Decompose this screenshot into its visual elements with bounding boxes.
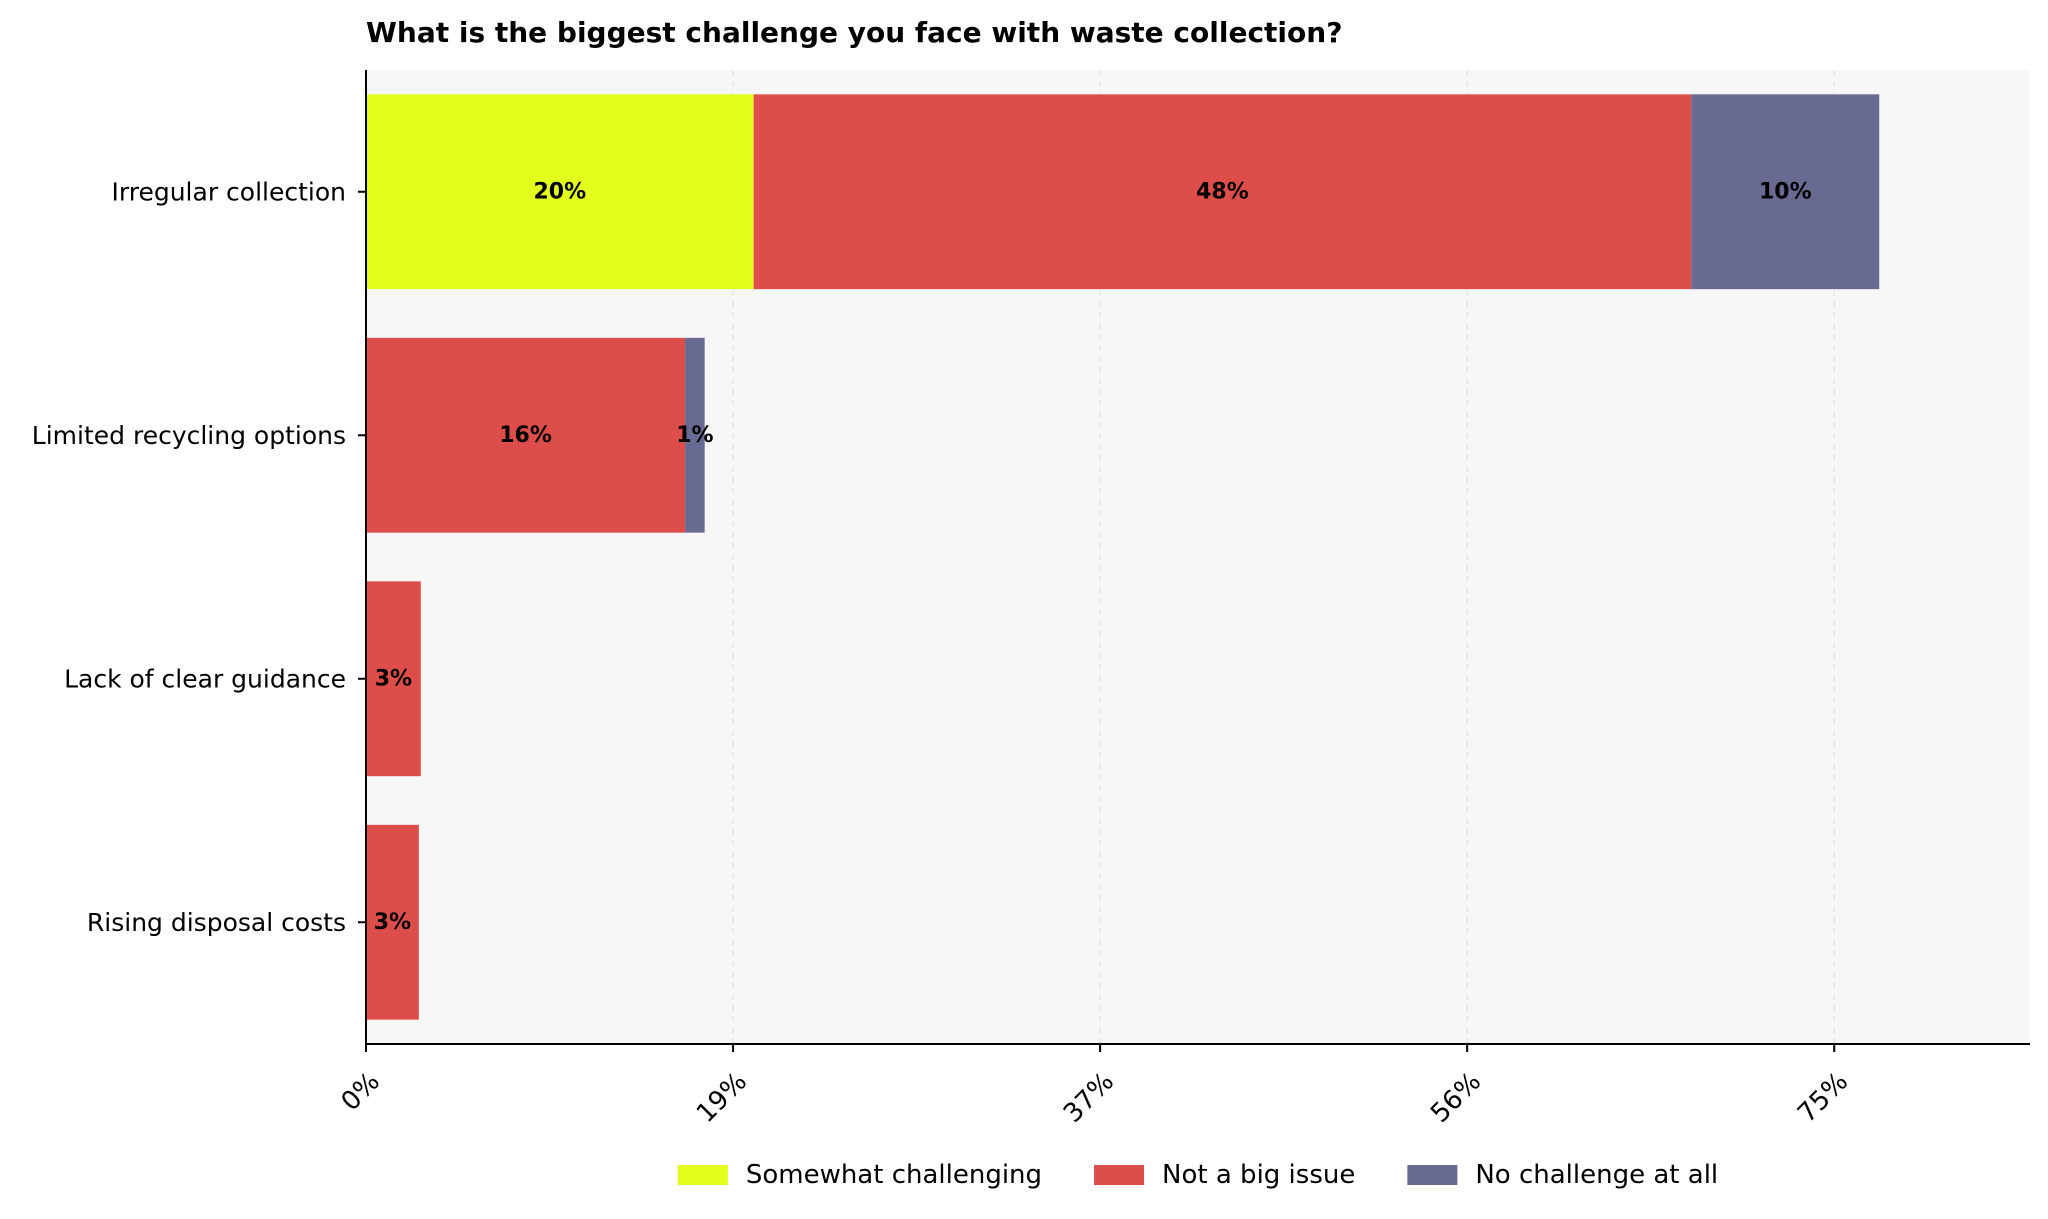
x-tick-label: 0% (336, 1067, 386, 1117)
legend-label: Not a big issue (1162, 1160, 1355, 1190)
data-label: 16% (499, 423, 552, 448)
bar-segment-somewhat-challenging (366, 94, 754, 290)
data-label: 10% (1759, 179, 1812, 204)
category-label: Irregular collection (112, 177, 346, 206)
y-axis-categories: Irregular collection Limited recycling op… (32, 177, 366, 937)
bar-segment-not-a-big-issue (366, 581, 421, 777)
bar-segment-not-a-big-issue (366, 824, 419, 1020)
x-tick-label: 56% (1425, 1067, 1487, 1129)
legend-label: Somewhat challenging (746, 1160, 1042, 1190)
legend-swatch-somewhat-challenging (677, 1165, 728, 1185)
grid-lines (732, 70, 1835, 1044)
bars (366, 94, 1880, 1020)
chart-title: What is the biggest challenge you face w… (366, 16, 1342, 49)
data-label: 3% (375, 666, 412, 691)
category-label: Rising disposal costs (87, 908, 346, 937)
legend: Somewhat challenging Not a big issue No ch… (677, 1160, 1718, 1190)
data-label: 48% (1196, 179, 1249, 204)
bar-segment-not-a-big-issue (753, 94, 1692, 290)
legend-label: No challenge at all (1475, 1160, 1718, 1190)
data-label: 20% (533, 179, 586, 204)
bar-segment-not-a-big-issue (366, 337, 686, 533)
legend-swatch-not-a-big-issue (1094, 1165, 1145, 1185)
category-label: Lack of clear guidance (64, 664, 346, 693)
x-tick-label: 75% (1792, 1067, 1854, 1129)
legend-swatch-no-challenge-at-all (1407, 1165, 1458, 1185)
bar-segment-no-challenge-at-all (1691, 94, 1880, 290)
data-labels: 20% 48% 10% 16% 1% 3% 3% (374, 179, 1812, 935)
x-tick-label: 37% (1058, 1067, 1120, 1129)
x-tick-label: 19% (691, 1067, 753, 1129)
x-axis-ticks: 0% 19% 37% 56% 75% (336, 1044, 1854, 1129)
bar-segment-no-challenge-at-all (685, 337, 705, 533)
category-label: Limited recycling options (32, 421, 346, 450)
data-label: 3% (374, 910, 411, 935)
data-label: 1% (676, 423, 713, 448)
